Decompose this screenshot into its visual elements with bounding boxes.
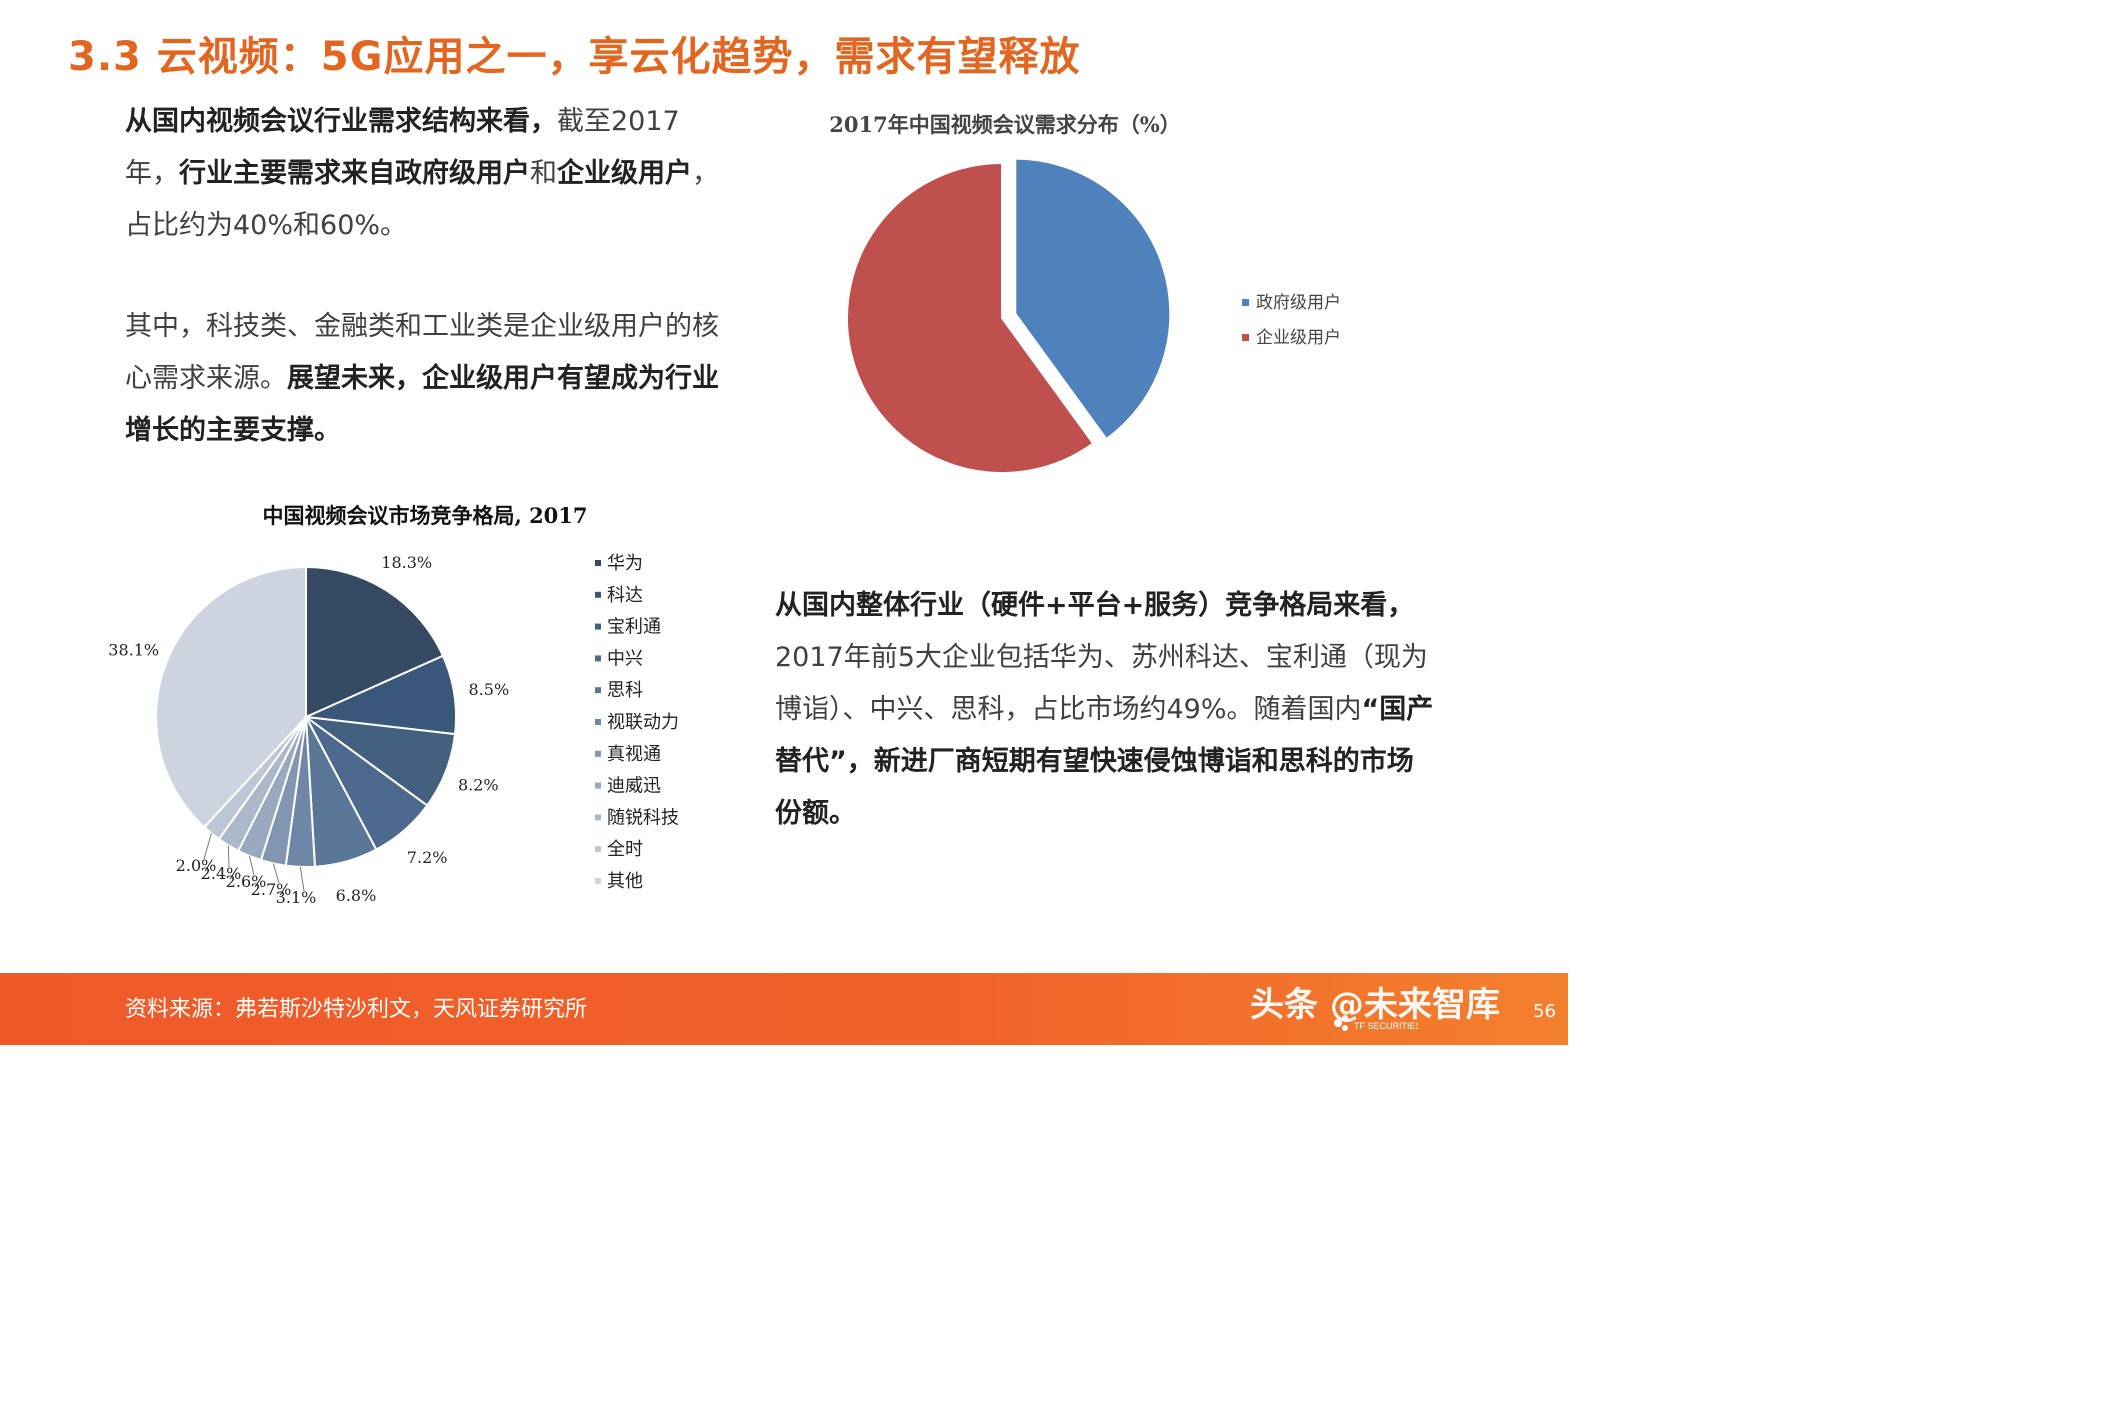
demand-structure-paragraph: 从国内视频会议行业需求结构来看，截至2017年，行业主要需求来自政府级用户和企业… [125,96,725,252]
data-label: 6.8% [336,886,377,905]
page-title: 3.3 云视频：5G应用之一，享云化趋势，需求有望释放 [68,34,1081,80]
text-run: 企业级用户 [557,158,692,189]
tf-securities-logo-icon: TF SECURITIES [1334,1015,1418,1031]
legend-swatch [595,846,601,853]
leader-line [248,855,255,876]
leader-line [227,845,230,868]
data-label: 2.4% [201,864,242,883]
legend-label: 思科 [607,680,643,701]
text-run: ，占比约为40%和60%。 [125,158,719,241]
legend-label: 全时 [607,839,643,860]
page-number: 56 [1533,1001,1556,1022]
leader-line [272,863,280,884]
legend-swatch [595,623,601,630]
data-label: 3.1% [276,888,317,907]
text-run: 截至2017年， [125,106,680,189]
chart-title: 中国视频会议市场竞争格局, 2017 [262,503,587,528]
legend-swatch [595,687,601,694]
legend-label: 真视通 [607,744,661,765]
source-note: 资料来源：弗若斯沙特沙利文，天风证券研究所 [125,997,588,1022]
legend-label: 随锐科技 [607,807,679,828]
chart-title: 2017年中国视频会议需求分布（%） [829,112,1180,137]
pie-slice [155,565,307,829]
legend-label: 视联动力 [607,712,679,733]
data-label: 7.2% [407,848,448,867]
leader-line [203,833,212,860]
legend-swatch [595,560,601,566]
data-label: 2.7% [251,880,292,899]
text-run: 从国内视频会议行业需求结构来看， [125,106,557,137]
data-label: 38.1% [108,641,159,660]
watermark: 头条 @未来智库 [1250,985,1500,1025]
data-label: 8.2% [458,775,499,794]
legend-label: 中兴 [607,648,643,669]
legend-swatch [595,655,601,662]
text-run: 其中，科技类、金融类和工业类是企业级用户的核心需求来源。 [125,311,719,394]
legend-swatch [595,814,601,821]
enterprise-sources-paragraph: 其中，科技类、金融类和工业类是企业级用户的核心需求来源。展望未来，企业级用户有望… [125,301,725,457]
legend-label: 迪威迅 [607,776,661,797]
legend-swatch [1242,334,1249,341]
legend-swatch [595,782,601,789]
text-run: 和 [530,158,557,189]
legend-swatch [595,878,601,884]
leader-line [299,866,305,892]
legend-label: 企业级用户 [1256,328,1341,348]
text-run: 2017年前5大企业包括华为、苏州科达、宝利通（现为博诣）、中兴、思科，占比市场… [775,642,1428,725]
legend-label: 华为 [607,553,643,574]
market-competition-chart: 中国视频会议市场竞争格局, 2017 18.3% 8.5% 8.2% 7.2% 6.8%… [108,503,679,907]
pie-slice [305,565,445,719]
data-label: 2.6% [226,872,267,891]
footer-bar: 资料来源：弗若斯沙特沙利文，天风证券研究所 头条 @未来智库 TF SECURI… [0,973,1568,1045]
legend-swatch [1242,299,1249,306]
text-run: “国产替代”，新进厂商短期有望快速侵蚀博诣和思科的市场份额。 [775,694,1434,829]
pie-slice [1014,157,1172,441]
legend-label: 其他 [607,871,643,892]
logo-text: TF SECURITIES [1354,1021,1418,1031]
text-run: 从国内整体行业（硬件+平台+服务）竞争格局来看， [775,590,1415,621]
legend-label: 宝利通 [607,617,661,638]
pie-slice [846,161,1095,474]
legend-label: 政府级用户 [1256,293,1341,313]
legend-swatch [595,719,601,725]
text-run: 行业主要需求来自政府级用户 [179,158,530,189]
legend-label: 科达 [607,585,643,606]
data-label: 2.0% [176,856,217,875]
data-label: 18.3% [381,553,432,572]
data-label: 8.5% [469,680,510,699]
text-run: 展望未来，企业级用户有望成为行业增长的主要支撑。 [125,363,719,446]
competition-landscape-paragraph: 从国内整体行业（硬件+平台+服务）竞争格局来看， 2017年前5大企业包括华为、苏… [775,580,1435,840]
legend-swatch [595,591,601,598]
legend-swatch [595,750,601,757]
